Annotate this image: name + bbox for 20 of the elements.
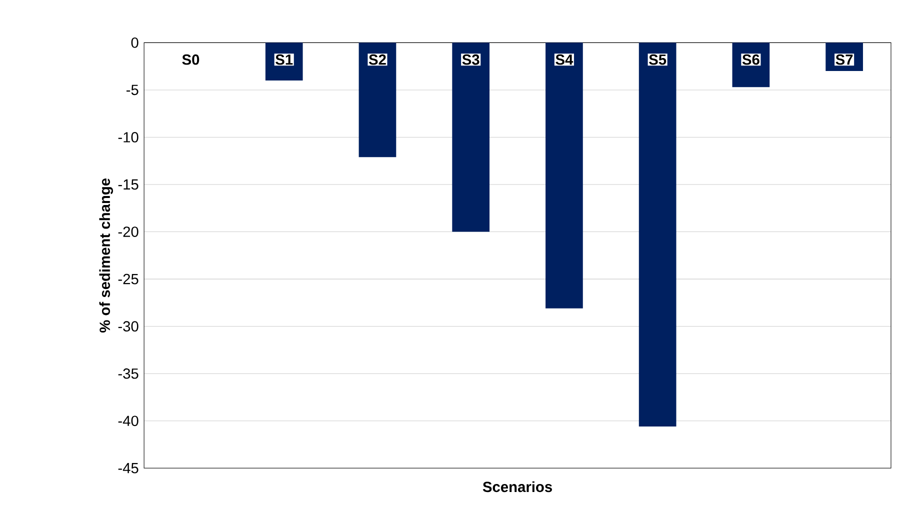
y-tick-label: -10 — [118, 132, 138, 143]
y-tick-label: -25 — [118, 274, 138, 284]
x-tick-label: S2 — [368, 54, 386, 65]
x-tick-label: S6 — [742, 54, 760, 65]
y-tick-label: -40 — [118, 416, 138, 426]
y-tick-label: 0 — [131, 38, 138, 48]
y-tick-label: -15 — [118, 179, 138, 190]
x-tick-label: S1 — [276, 54, 293, 65]
x-tick-label: S3 — [462, 54, 480, 65]
y-tick-label: -20 — [118, 226, 138, 238]
y-tick-label: -5 — [126, 84, 138, 96]
x-axis-title: Scenarios — [482, 481, 552, 492]
x-tick-label: S7 — [836, 54, 853, 65]
y-tick-label: -45 — [118, 463, 138, 474]
x-tick-label: S0 — [182, 54, 200, 65]
y-tick-label: -30 — [118, 321, 138, 332]
x-tick-label: S4 — [556, 54, 574, 65]
y-tick-label: -35 — [118, 368, 138, 379]
y-axis-title: % of sediment change — [99, 178, 113, 333]
x-tick-label: S5 — [649, 54, 666, 65]
